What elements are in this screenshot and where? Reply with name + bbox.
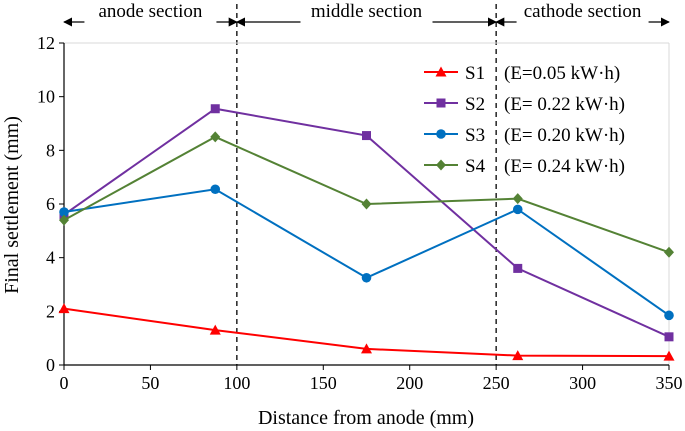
x-tick-label: 100 [223, 373, 250, 393]
y-tick-label: 8 [46, 140, 55, 160]
data-point-s4 [664, 246, 674, 258]
data-point-s1 [663, 350, 675, 361]
legend-item-s1: S1 (E=0.05 kW·h) [424, 63, 620, 84]
legend-swatch-marker [436, 98, 446, 108]
series-s4 [59, 131, 674, 258]
section-label-bg [300, 2, 433, 28]
data-point-s1 [209, 324, 221, 335]
legend-series-energy: (E= 0.24 kW·h) [504, 156, 625, 177]
y-tick-label: 2 [46, 301, 55, 321]
data-point-s4 [210, 131, 221, 143]
series-s3 [59, 184, 674, 321]
data-point-s3 [512, 204, 523, 215]
data-point-s2 [210, 104, 220, 114]
data-point-s3 [210, 184, 221, 195]
y-tick-label: 4 [46, 248, 55, 268]
y-tick-label: 12 [37, 33, 55, 53]
section-label-bg [516, 2, 649, 28]
data-point-s1 [361, 343, 372, 354]
legend-series-name: S2 [465, 94, 485, 115]
x-tick-label: 250 [483, 373, 510, 393]
legend-item-s2: S2 (E= 0.22 kW·h) [424, 94, 625, 115]
y-tick-label: 6 [46, 194, 55, 214]
x-tick-label: 300 [569, 373, 596, 393]
legend-swatch-marker [436, 129, 446, 139]
section-label: cathode section [524, 1, 642, 22]
data-point-s4 [361, 198, 372, 210]
section-label: anode section [98, 1, 202, 22]
x-tick-label: 200 [396, 373, 423, 393]
data-point-s4 [512, 193, 523, 205]
legend-series-name: S1 [465, 63, 485, 84]
y-tick-label: 10 [37, 87, 55, 107]
data-point-s4 [59, 214, 69, 226]
series-line-s4 [63, 135, 670, 254]
y-axis-label: Final settlement (mm) [1, 116, 23, 294]
legend-series-energy: (E=0.05 kW·h) [504, 63, 620, 84]
x-tick-label: 50 [141, 373, 159, 393]
x-axis-label: Distance from anode (mm) [258, 407, 474, 429]
legend-item-s4: S4 (E= 0.24 kW·h) [424, 156, 625, 177]
series-group [58, 104, 675, 361]
data-point-s2 [664, 332, 674, 342]
legend-series-name: S4 [465, 156, 486, 177]
data-point-s1 [512, 350, 524, 361]
data-point-s3 [664, 310, 674, 321]
section-label: middle section [311, 1, 423, 22]
x-tick-label: 0 [60, 373, 69, 393]
axes: 0 50 100 150 200 250 300 350 0 2 4 6 8 10 12 [37, 33, 683, 393]
legend-series-name: S3 [465, 125, 485, 146]
legend: S1 (E=0.05 kW·h) S2 (E= 0.22 kW·h) S3 (E= 0.2… [424, 63, 625, 177]
data-point-s2 [362, 131, 371, 141]
legend-series-energy: (E= 0.22 kW·h) [504, 94, 625, 115]
data-point-s3 [361, 272, 372, 283]
legend-series-energy: (E= 0.20 kW·h) [504, 125, 625, 146]
legend-swatch-marker [435, 66, 447, 77]
x-tick-label: 350 [656, 373, 683, 393]
y-tick-label: 0 [46, 355, 55, 375]
legend-item-s3: S3 (E= 0.20 kW·h) [424, 125, 625, 146]
x-tick-label: 150 [310, 373, 337, 393]
series-s1 [58, 303, 675, 361]
data-point-s1 [58, 303, 70, 314]
section-bands: anode section middle section cathode secti… [63, 1, 670, 28]
section-label-bg [84, 2, 217, 28]
data-point-s3 [59, 207, 69, 217]
data-point-s2 [513, 263, 523, 273]
legend-swatch-marker [436, 159, 446, 171]
section-dividers [236, 4, 497, 365]
